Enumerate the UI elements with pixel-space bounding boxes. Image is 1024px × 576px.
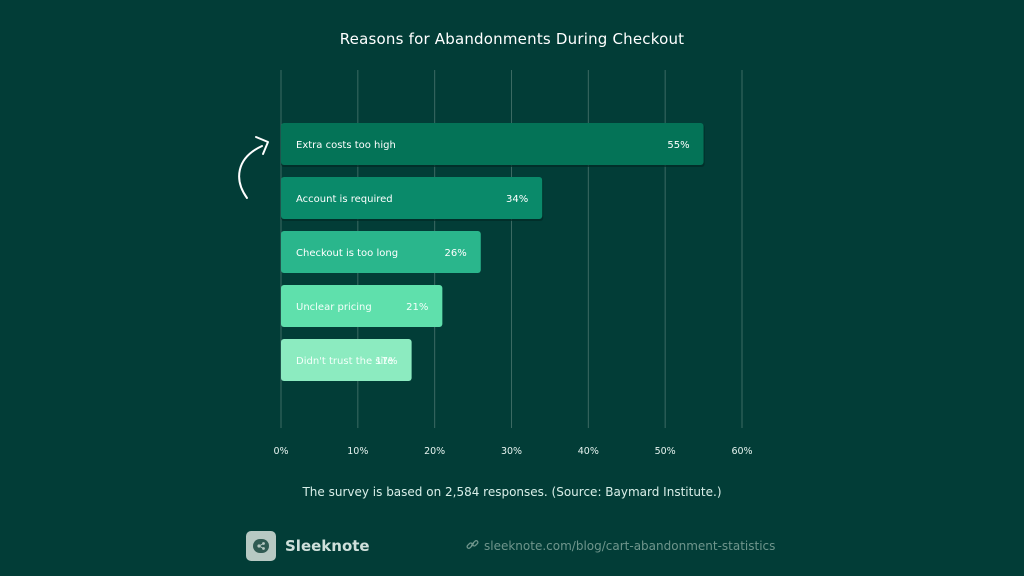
source-url[interactable]: sleeknote.com/blog/cart-abandonment-stat… bbox=[484, 539, 776, 553]
bar bbox=[281, 231, 481, 273]
bar-category-label: Extra costs too high bbox=[296, 140, 396, 151]
bar-value-label: 17% bbox=[375, 356, 397, 367]
brand-name: Sleeknote bbox=[285, 537, 370, 555]
bar-category-label: Didn't trust the site bbox=[296, 356, 393, 367]
x-tick-label: 0% bbox=[273, 446, 288, 457]
x-tick-label: 50% bbox=[655, 446, 676, 457]
bar bbox=[281, 123, 704, 165]
chart-title: Reasons for Abandonments During Checkout bbox=[339, 30, 685, 48]
bar-value-label: 34% bbox=[506, 194, 528, 205]
x-tick-label: 60% bbox=[731, 446, 752, 457]
bar-value-label: 21% bbox=[406, 302, 428, 313]
x-tick-label: 20% bbox=[424, 446, 445, 457]
bar-category-label: Unclear pricing bbox=[296, 302, 372, 313]
bar-value-label: 55% bbox=[667, 140, 689, 151]
bar-group: Checkout is too long 26% bbox=[281, 231, 481, 273]
bar-group: Account is required 34% bbox=[281, 177, 544, 221]
x-tick-label: 30% bbox=[501, 446, 522, 457]
x-tick-label: 40% bbox=[578, 446, 599, 457]
bar-category-label: Account is required bbox=[296, 194, 393, 205]
bar bbox=[281, 177, 543, 219]
brand: Sleeknote bbox=[246, 531, 370, 561]
sleeknote-logo-icon bbox=[246, 531, 276, 561]
bar-category-label: Checkout is too long bbox=[296, 248, 398, 259]
bars: Extra costs too high 55% Account is requir… bbox=[281, 123, 705, 381]
source-link[interactable]: sleeknote.com/blog/cart-abandonment-stat… bbox=[466, 538, 775, 554]
bar-value-label: 26% bbox=[445, 248, 467, 259]
bar-group: Unclear pricing 21% bbox=[281, 285, 443, 327]
x-tick-label: 10% bbox=[347, 446, 368, 457]
link-icon bbox=[466, 538, 479, 554]
bar bbox=[281, 339, 412, 381]
curved-arrow-icon bbox=[238, 136, 269, 199]
bar bbox=[281, 285, 443, 327]
x-axis-ticks: 0% 10% 20% 30% 40% 50% 60% bbox=[273, 446, 752, 457]
bar-group: Extra costs too high 55% bbox=[281, 123, 705, 167]
footnote: The survey is based on 2,584 responses. … bbox=[302, 485, 722, 499]
